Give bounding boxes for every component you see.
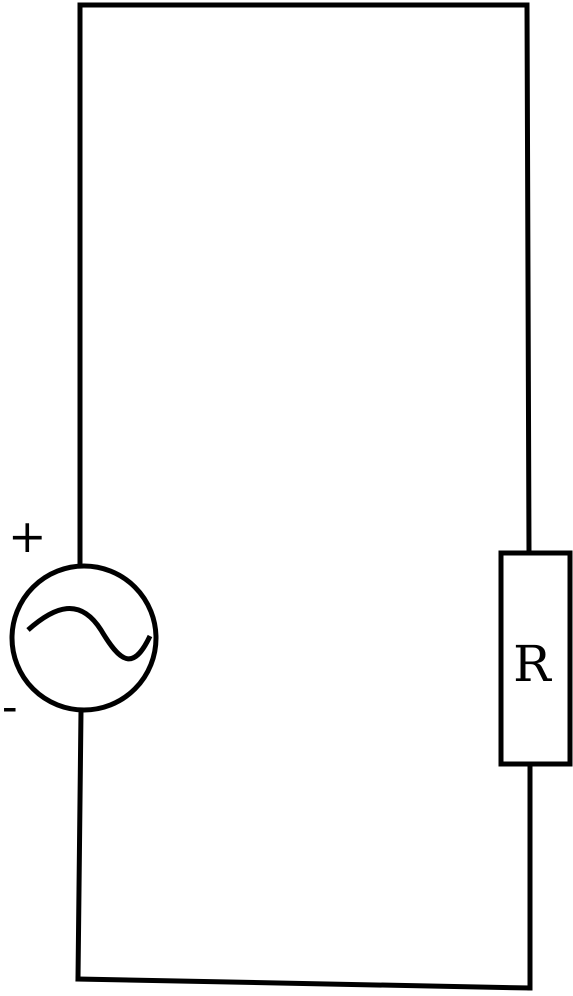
wire-left-lower [75, 708, 84, 982]
source-positive-label: + [8, 509, 47, 563]
ac-source-icon [9, 563, 159, 713]
circuit-wires [75, 2, 533, 991]
wire-bottom [75, 976, 532, 991]
resistor-label: R [513, 635, 552, 693]
resistor-body [498, 550, 573, 767]
wire-right-upper [524, 2, 532, 556]
source-negative-label: - [2, 679, 18, 733]
sine-wave-icon [26, 606, 153, 662]
ac-source-circle [9, 563, 159, 713]
resistor-icon: R [498, 550, 573, 767]
